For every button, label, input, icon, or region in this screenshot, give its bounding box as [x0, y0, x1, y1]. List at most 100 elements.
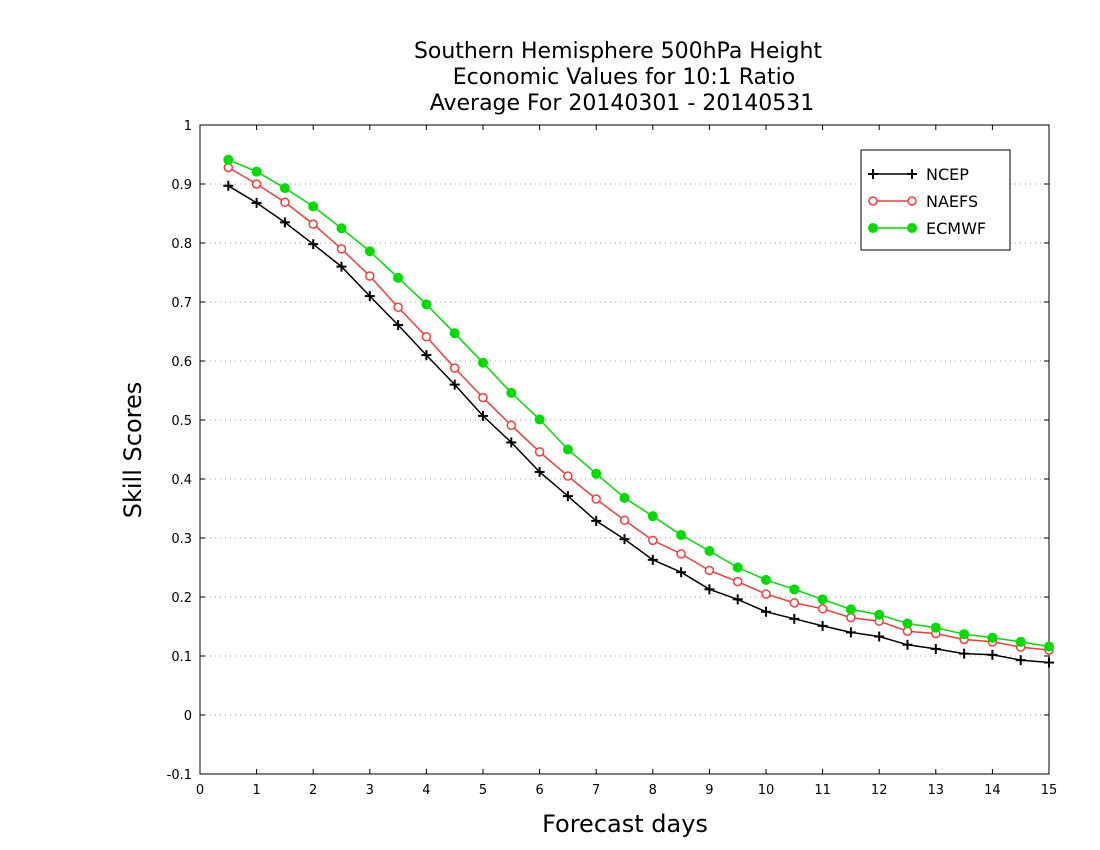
data-point — [308, 219, 318, 229]
data-point — [591, 468, 602, 479]
plot-frame — [199, 124, 1050, 775]
series-ecmwf — [223, 154, 1054, 652]
data-point — [732, 576, 743, 587]
series-line-ncep — [227, 185, 1050, 664]
y-tick-label: -0.1 — [167, 768, 192, 783]
x-tick-label: 10 — [758, 783, 775, 798]
data-point — [563, 471, 573, 481]
legend-item-ecmwf: ECMWF — [868, 219, 986, 238]
data-point — [817, 620, 828, 631]
data-point — [506, 387, 517, 398]
y-tick-label: 0.5 — [171, 414, 192, 429]
data-point — [449, 363, 460, 373]
y-axis-label: Skill Scores — [119, 382, 147, 519]
data-point — [421, 299, 432, 310]
data-point — [308, 201, 319, 212]
data-point — [393, 272, 404, 283]
data-point — [874, 609, 885, 620]
data-point — [732, 562, 743, 573]
y-tick-label: 0 — [184, 709, 192, 724]
data-point — [907, 223, 917, 233]
data-point — [393, 302, 403, 313]
data-point — [534, 447, 545, 457]
data-point — [868, 223, 878, 233]
data-point — [959, 629, 970, 640]
data-point — [619, 492, 630, 503]
x-axis-label: Forecast days — [542, 810, 708, 838]
data-point — [364, 291, 375, 302]
data-point — [874, 631, 885, 642]
title-line-2: Economic Values for 10:1 Ratio — [453, 65, 795, 90]
data-point — [930, 643, 941, 654]
data-point — [907, 169, 917, 179]
data-point — [449, 379, 460, 390]
data-point — [619, 534, 630, 545]
data-point — [761, 574, 771, 585]
x-tick-label: 6 — [535, 783, 543, 798]
x-tick-label: 3 — [366, 783, 374, 798]
y-tick-label: 0.3 — [171, 532, 192, 547]
data-point — [251, 166, 262, 177]
data-point — [761, 606, 771, 617]
x-tick-label: 0 — [196, 783, 204, 798]
x-tick-label: 8 — [649, 783, 657, 798]
data-point — [280, 197, 290, 208]
legend-box — [860, 149, 1011, 251]
series-lines — [223, 154, 1054, 668]
data-point — [506, 437, 517, 448]
y-tick-label: 0.9 — [171, 178, 192, 193]
data-point — [1015, 655, 1026, 666]
data-point — [478, 410, 488, 421]
x-tick-label: 14 — [984, 783, 1001, 798]
axis-ticks: -0.100.10.20.30.40.50.60.70.80.910 1 2 3 4 5 6… — [167, 119, 1058, 798]
data-point — [364, 246, 375, 257]
x-tick-label: 4 — [422, 783, 430, 798]
legend-label: NAEFS — [926, 192, 978, 211]
data-point — [845, 604, 856, 615]
x-tick-label: 13 — [928, 783, 945, 798]
title-line-1: Southern Hemisphere 500hPa Height — [414, 39, 822, 64]
data-point — [1044, 641, 1054, 652]
data-point — [279, 183, 290, 194]
data-point — [676, 530, 687, 541]
data-point — [902, 639, 913, 650]
data-point — [647, 511, 658, 522]
data-point — [959, 648, 970, 659]
data-point — [421, 332, 432, 342]
data-point — [817, 604, 828, 614]
data-point — [1044, 657, 1054, 668]
data-point — [868, 196, 878, 206]
data-point — [393, 320, 404, 331]
data-point — [251, 179, 262, 189]
data-point — [421, 350, 432, 361]
data-point — [336, 244, 347, 254]
y-tick-label: 0.6 — [171, 355, 192, 370]
data-point — [676, 567, 687, 578]
data-point — [336, 261, 347, 272]
data-point — [648, 535, 658, 546]
legend-label: ECMWF — [926, 219, 986, 238]
data-point — [704, 545, 715, 556]
data-point — [732, 594, 743, 605]
data-point — [845, 627, 856, 638]
data-point — [987, 649, 998, 660]
data-point — [591, 494, 601, 504]
y-tick-label: 0.1 — [171, 650, 192, 665]
data-point — [846, 612, 856, 623]
data-point — [1015, 636, 1026, 647]
legend-item-ncep: NCEP — [868, 165, 969, 184]
data-point — [562, 491, 573, 502]
y-tick-label: 0.4 — [171, 473, 192, 488]
data-point — [336, 223, 347, 234]
x-tick-label: 11 — [814, 783, 831, 798]
data-point — [704, 565, 715, 576]
data-point — [449, 328, 460, 339]
title-line-3: Average For 20140301 - 20140531 — [430, 91, 815, 116]
data-point — [704, 584, 715, 595]
legend: NCEP NAEFS ECMWF — [860, 149, 1011, 251]
data-point — [534, 466, 545, 477]
x-tick-label: 1 — [252, 783, 260, 798]
data-point — [562, 444, 573, 455]
data-point — [676, 549, 686, 559]
